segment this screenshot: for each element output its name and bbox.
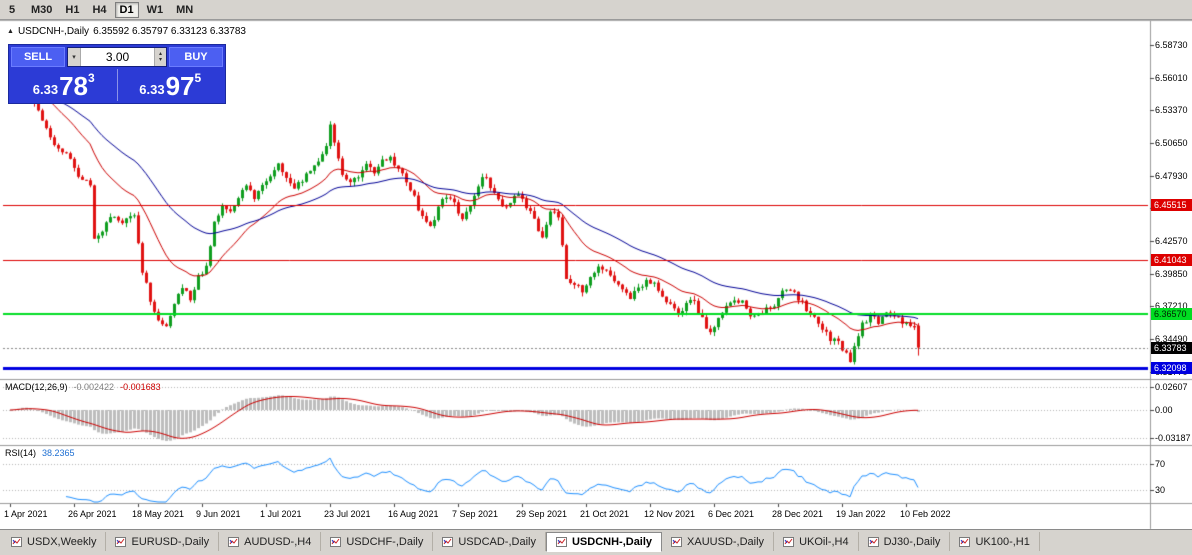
bid-price-big: 78	[59, 71, 89, 101]
period-button-H1[interactable]: H1	[65, 3, 80, 16]
tab-label: USDCNH-,Daily	[571, 536, 653, 548]
tab-label: UK100-,H1	[975, 535, 1030, 548]
period-button-5[interactable]: 5	[8, 3, 16, 16]
tab-label: USDCHF-,Daily	[346, 535, 424, 548]
chart-tab-bar: USDX,Weekly EURUSD-,Daily AUDUSD-,H4 USDCHF…	[0, 529, 1192, 555]
tab-label: AUDUSD-,H4	[244, 535, 312, 548]
period-button-W1[interactable]: W1	[146, 3, 164, 16]
tab-chart-icon	[115, 536, 127, 547]
chart-tab-dj30-daily[interactable]: DJ30-,Daily	[859, 532, 951, 551]
bid-price-display: 6.33 78 3	[11, 69, 117, 101]
tab-label: EURUSD-,Daily	[131, 535, 210, 548]
chart-tab-usdchf-daily[interactable]: USDCHF-,Daily	[321, 532, 434, 551]
tab-chart-icon	[228, 536, 240, 547]
price-axis[interactable]	[1150, 20, 1192, 529]
period-button-M30[interactable]: M30	[31, 3, 53, 16]
tab-label: USDCAD-,Daily	[458, 535, 536, 548]
ask-price-big: 97	[165, 71, 195, 101]
tab-chart-icon	[959, 536, 971, 547]
volume-dropdown-button[interactable]: ▾	[68, 48, 81, 66]
macd-label: MACD(12,26,9)	[5, 382, 68, 392]
tab-chart-icon	[11, 536, 22, 547]
chart-tab-eurusd-daily[interactable]: EURUSD-,Daily	[106, 532, 220, 551]
spin-down-icon: ▾	[158, 57, 162, 63]
period-button-MN[interactable]: MN	[176, 3, 194, 16]
chart-title-arrow-icon: ▲	[7, 27, 14, 35]
macd-label-row: MACD(12,26,9) -0.002422 -0.001683	[5, 382, 161, 392]
chart-tab-ukoil-h4[interactable]: UKOil-,H4	[774, 532, 859, 551]
chevron-down-icon: ▾	[72, 54, 76, 61]
buy-button[interactable]: BUY	[169, 47, 223, 67]
tab-chart-icon	[442, 536, 454, 547]
macd-value-main: -0.002422	[73, 382, 115, 392]
tab-label: DJ30-,Daily	[883, 535, 941, 548]
chart-tab-xauusd-daily[interactable]: XAUUSD-,Daily	[662, 532, 775, 551]
sell-button[interactable]: SELL	[11, 47, 65, 67]
ask-price-display: 6.33 97 5	[116, 69, 224, 101]
time-axis[interactable]	[0, 504, 1150, 529]
macd-value-signal: -0.001683	[120, 382, 161, 392]
tab-chart-icon	[783, 536, 795, 547]
chart-title-ohlc: 6.35592 6.35797 6.33123 6.33783	[93, 26, 246, 37]
chart-tab-usdcad-daily[interactable]: USDCAD-,Daily	[433, 532, 546, 551]
tab-chart-icon	[867, 536, 879, 547]
spin-up-icon: ▴	[158, 51, 162, 57]
tab-chart-icon	[555, 537, 567, 547]
tab-label: UKOil-,H4	[799, 535, 849, 548]
bid-price-pip: 3	[88, 71, 95, 85]
chart-title-symbol: USDCNH-,Daily	[17, 26, 90, 37]
ask-price-small: 6.33	[139, 82, 165, 97]
tab-label: USDX,Weekly	[27, 535, 97, 548]
one-click-trading-panel: SELL ▾ ▴ ▾ BUY 6.33 78 3 6.33 97	[8, 44, 226, 104]
chart-tab-uk100-h1[interactable]: UK100-,H1	[950, 532, 1040, 551]
period-toolbar: 5 M30 H1 H4 D1 W1 MN	[0, 0, 1192, 20]
chart-tab-usdcnh-daily[interactable]: USDCNH-,Daily	[545, 532, 663, 552]
rsi-value: 38.2365	[42, 448, 75, 458]
period-button-D1[interactable]: D1	[114, 1, 139, 18]
chart-tab-usdx-weekly[interactable]: USDX,Weekly	[2, 532, 107, 551]
volume-input[interactable]	[81, 48, 154, 66]
chart-tab-audusd-h4[interactable]: AUDUSD-,H4	[219, 532, 322, 551]
chart-title: ▲ USDCNH-,Daily 6.35592 6.35797 6.33123 …	[7, 26, 246, 37]
period-button-H4[interactable]: H4	[92, 3, 107, 16]
rsi-label-row: RSI(14) 38.2365	[5, 448, 75, 458]
volume-control: ▾ ▴ ▾	[67, 47, 167, 67]
rsi-label: RSI(14)	[5, 448, 37, 458]
tab-label: XAUUSD-,Daily	[687, 535, 765, 548]
ask-price-pip: 5	[194, 71, 202, 85]
tab-chart-icon	[330, 536, 342, 547]
volume-spinner[interactable]: ▴ ▾	[154, 48, 166, 66]
tab-chart-icon	[671, 536, 683, 547]
bid-price-small: 6.33	[32, 82, 59, 97]
